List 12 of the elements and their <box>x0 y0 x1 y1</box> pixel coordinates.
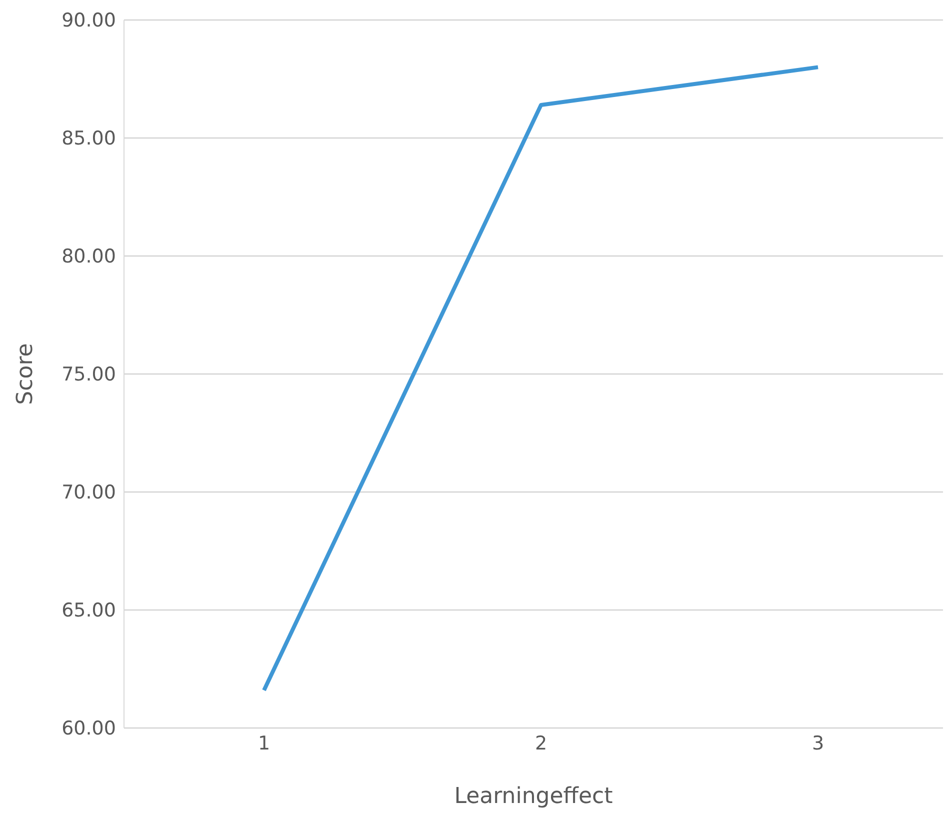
y-axis-title: Score <box>12 343 38 405</box>
y-tick-label: 70.00 <box>62 482 116 504</box>
y-tick-label: 75.00 <box>62 364 116 386</box>
x-axis-title: Learningeffect <box>454 784 614 809</box>
y-tick-label: 65.00 <box>62 600 116 622</box>
x-tick-label: 2 <box>534 732 548 754</box>
x-tick-label: 1 <box>258 732 270 754</box>
y-tick-label: 60.00 <box>62 718 116 740</box>
y-tick-label: 85.00 <box>62 128 116 150</box>
y-tick-label: 80.00 <box>62 246 116 268</box>
x-tick-label: 3 <box>812 732 824 754</box>
y-tick-label: 90.00 <box>62 10 116 32</box>
